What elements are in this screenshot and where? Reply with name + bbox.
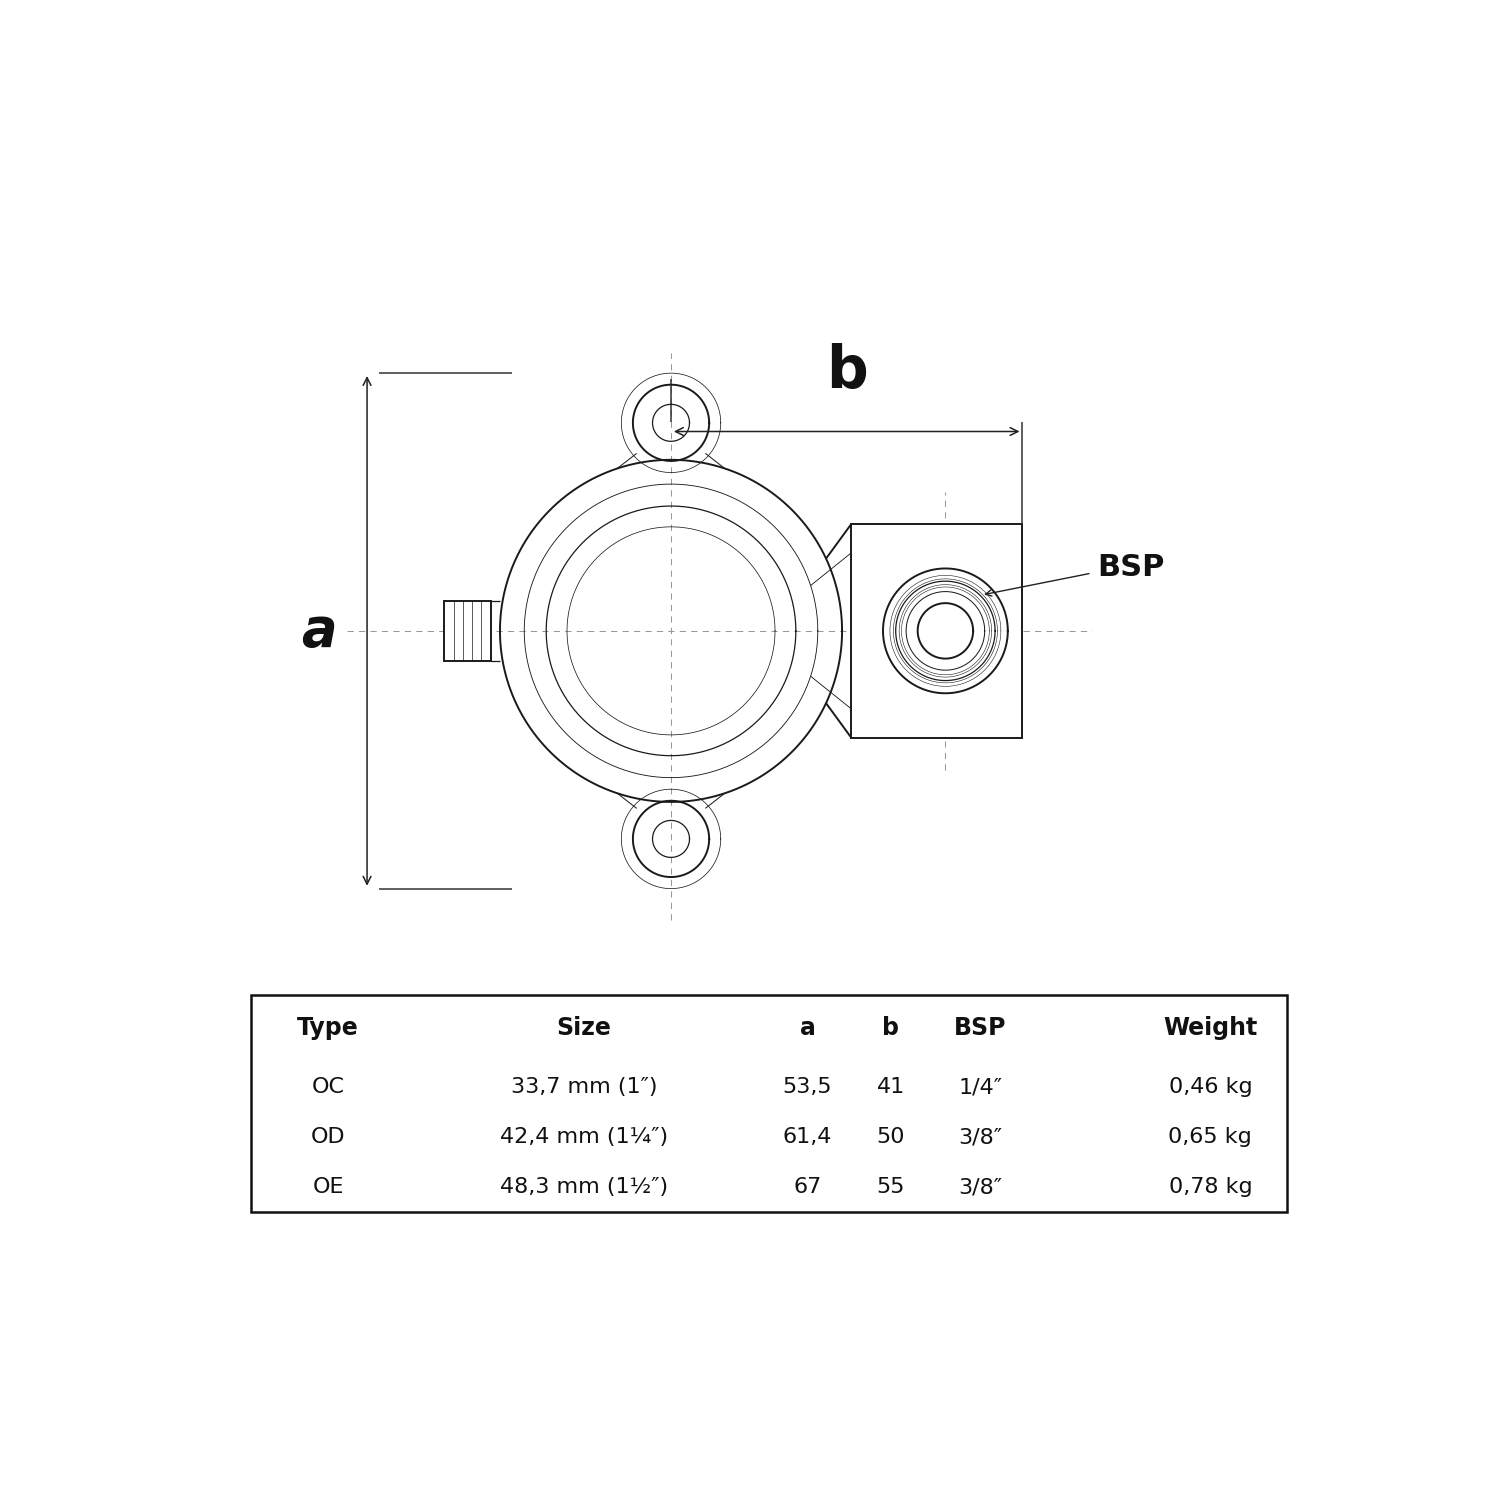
Text: b: b bbox=[826, 342, 868, 399]
Text: 53,5: 53,5 bbox=[784, 1078, 833, 1097]
Text: 41: 41 bbox=[877, 1078, 905, 1097]
Bar bbox=[444, 600, 491, 660]
Text: Size: Size bbox=[557, 1016, 611, 1040]
Text: 42,4 mm (1¼″): 42,4 mm (1¼″) bbox=[500, 1127, 668, 1147]
Text: 3/8″: 3/8″ bbox=[958, 1177, 1003, 1198]
Text: Type: Type bbox=[297, 1016, 359, 1040]
Text: 0,65 kg: 0,65 kg bbox=[1168, 1127, 1252, 1147]
Text: a: a bbox=[800, 1016, 815, 1040]
Text: OC: OC bbox=[312, 1078, 345, 1097]
Text: OD: OD bbox=[311, 1127, 345, 1147]
Text: 67: 67 bbox=[794, 1177, 821, 1198]
Text: BSP: BSP bbox=[955, 1016, 1007, 1040]
Text: a: a bbox=[300, 605, 336, 657]
Text: BSP: BSP bbox=[1097, 552, 1165, 582]
Text: 3/8″: 3/8″ bbox=[958, 1127, 1003, 1147]
Text: 48,3 mm (1½″): 48,3 mm (1½″) bbox=[500, 1177, 668, 1198]
Text: 0,78 kg: 0,78 kg bbox=[1168, 1177, 1252, 1198]
Text: 1/4″: 1/4″ bbox=[958, 1078, 1003, 1097]
Text: 0,46 kg: 0,46 kg bbox=[1168, 1078, 1252, 1097]
Text: 55: 55 bbox=[877, 1177, 905, 1198]
Text: Weight: Weight bbox=[1163, 1016, 1258, 1040]
Text: 50: 50 bbox=[877, 1127, 905, 1147]
Bar bbox=[252, 995, 1286, 1213]
Bar bbox=[851, 524, 1022, 738]
Text: 61,4: 61,4 bbox=[784, 1127, 832, 1147]
Text: b: b bbox=[883, 1016, 899, 1040]
Text: 33,7 mm (1″): 33,7 mm (1″) bbox=[510, 1078, 657, 1097]
Text: OE: OE bbox=[312, 1177, 344, 1198]
